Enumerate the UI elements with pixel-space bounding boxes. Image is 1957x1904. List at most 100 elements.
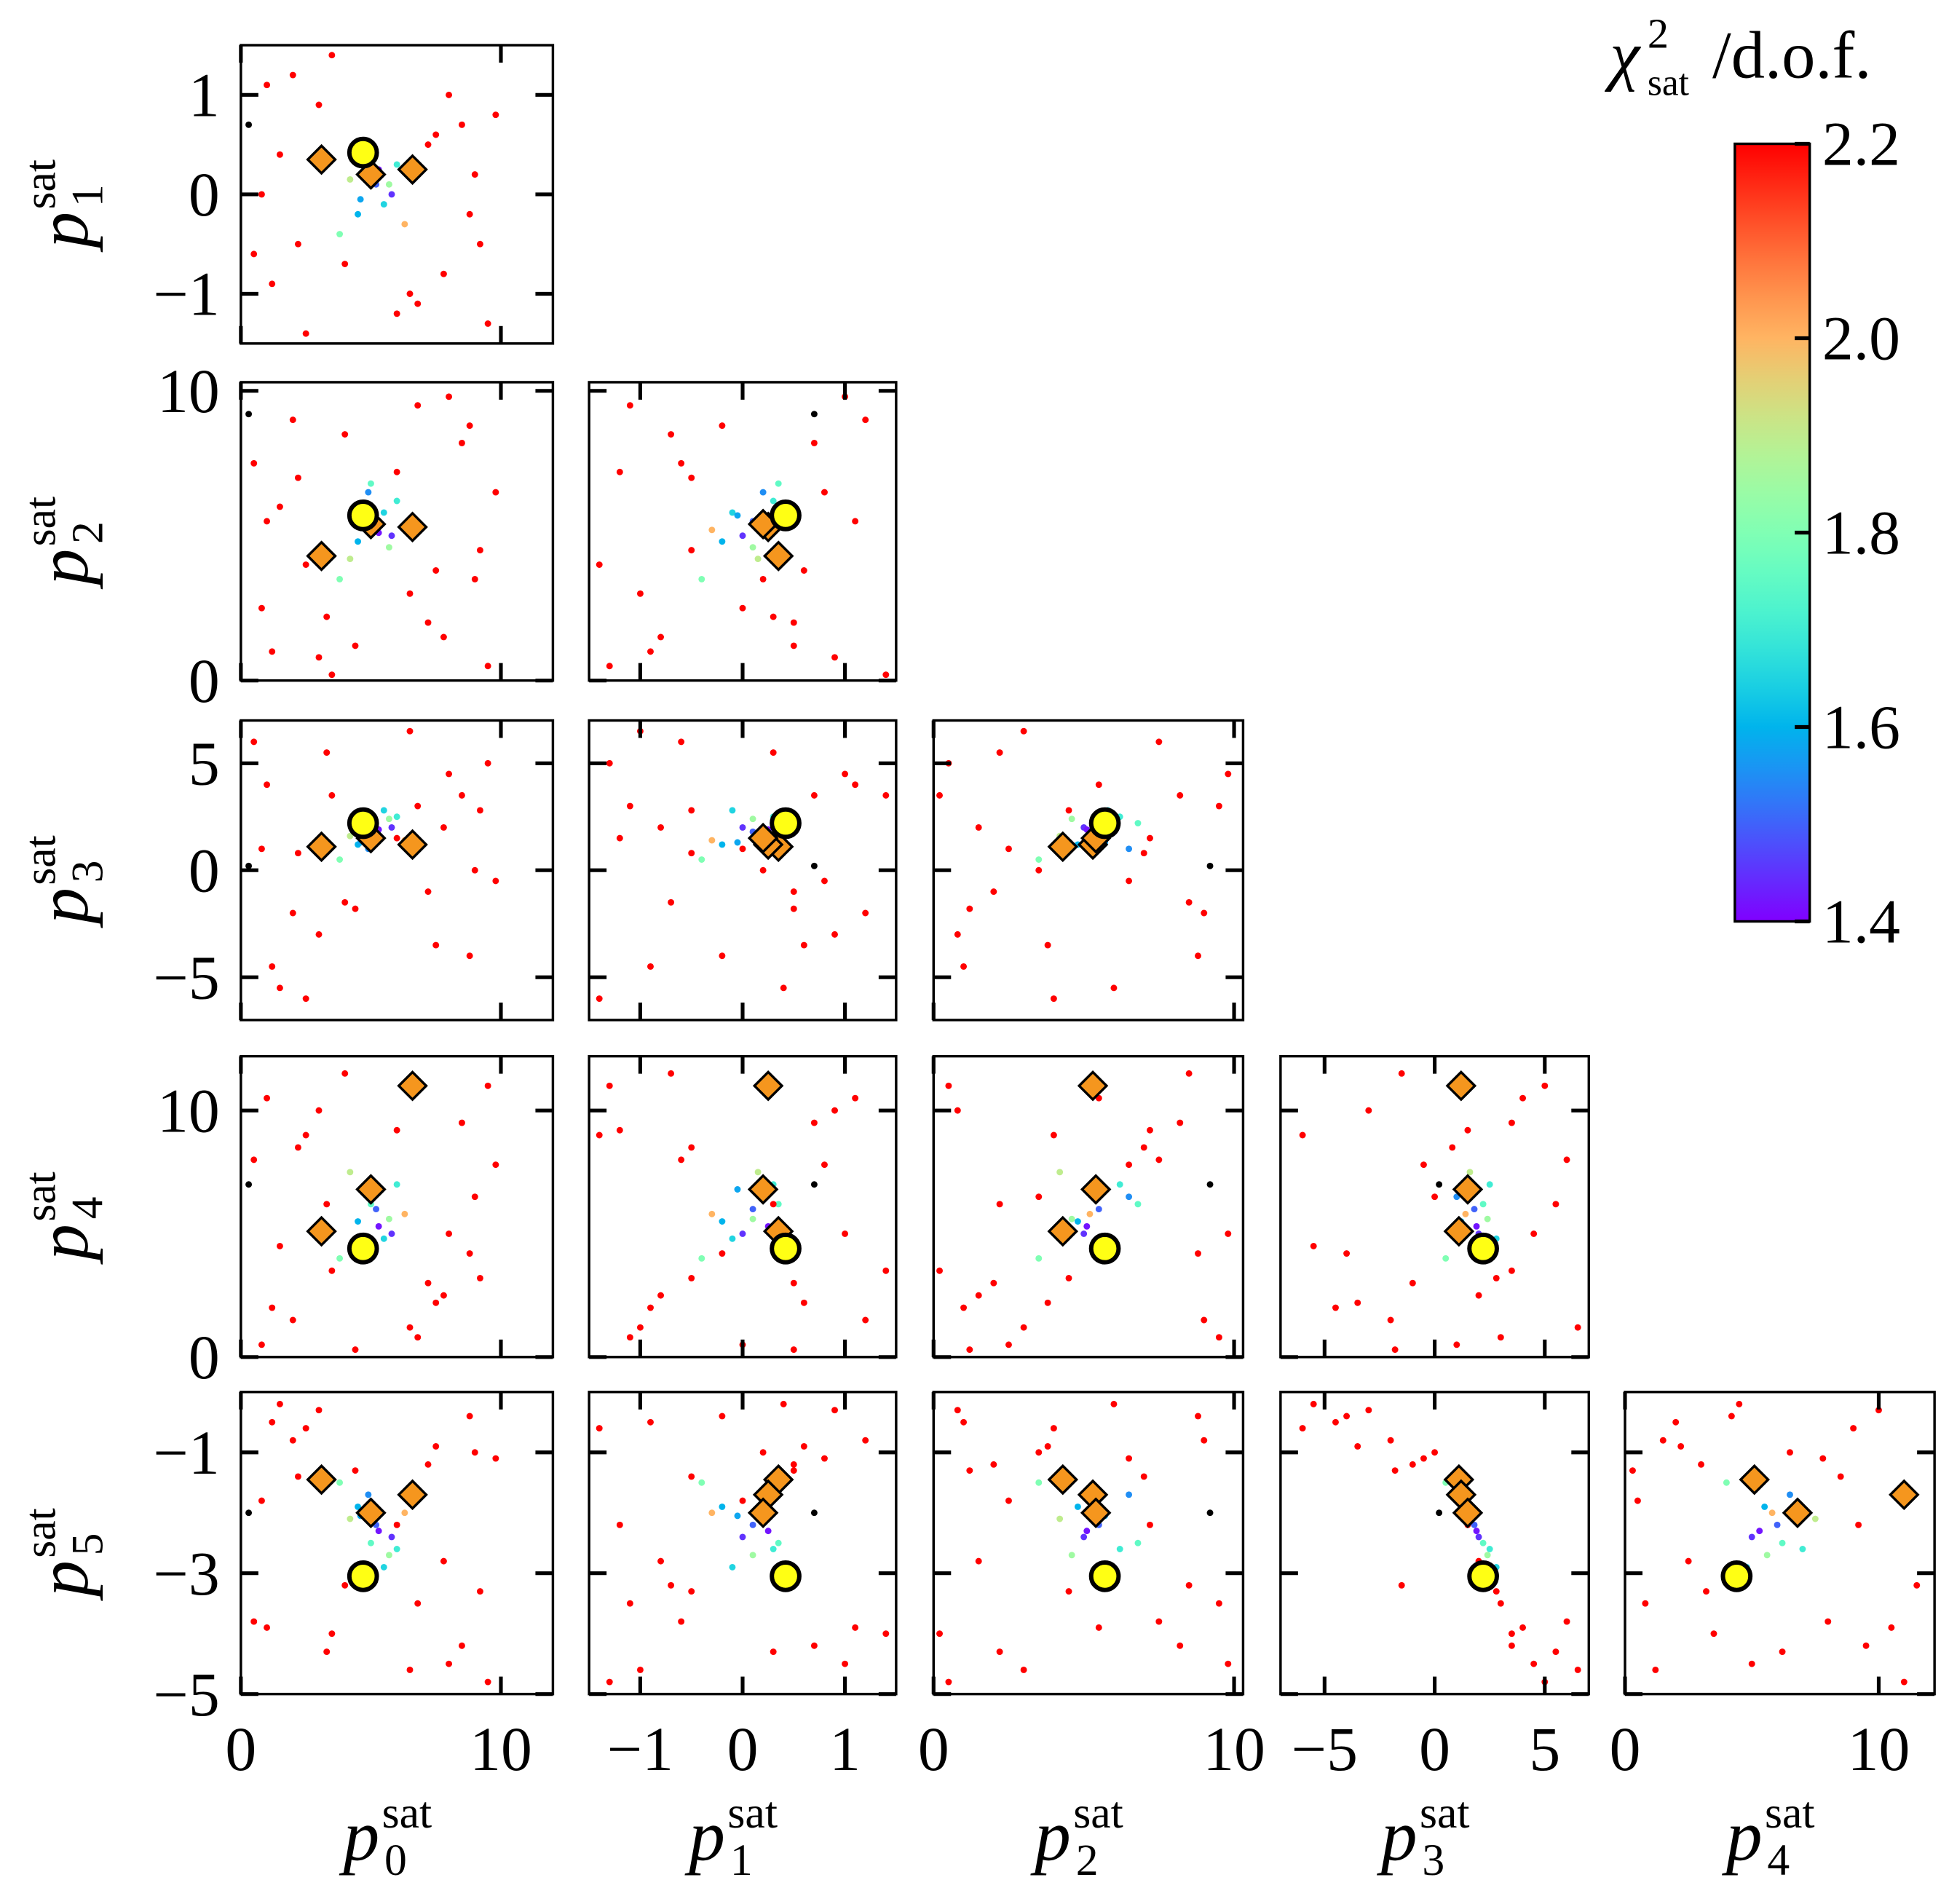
sample-point [770, 1546, 777, 1552]
panel [596, 1400, 890, 1686]
sample-point [708, 1210, 716, 1217]
alternative-fit [397, 1479, 428, 1511]
sample-point [1215, 802, 1222, 810]
sample-point [1206, 1509, 1214, 1517]
sample-point [616, 834, 623, 842]
sample-point [393, 834, 400, 842]
sample-point [424, 888, 432, 896]
axis-subscript: 4 [1767, 1836, 1790, 1885]
panel-frame [240, 44, 555, 345]
best-fit [1088, 807, 1121, 840]
sample-point [1420, 1455, 1427, 1462]
sample-point [315, 101, 323, 108]
sample-point [1134, 1201, 1142, 1208]
sample-point [882, 1630, 890, 1638]
axis-subscript: 2 [1076, 1836, 1099, 1885]
sample-point [315, 1107, 323, 1114]
sample-point [657, 1292, 665, 1299]
sample-point [393, 468, 400, 475]
alternative-fit [1739, 1463, 1771, 1496]
sample-point [388, 191, 395, 198]
sample-point [842, 1231, 849, 1237]
sample-point [739, 1497, 746, 1504]
sample-point [739, 532, 746, 540]
sample-point [328, 1267, 336, 1274]
sample-point [975, 1557, 982, 1565]
sample-point [1493, 1274, 1500, 1281]
sample-point [245, 121, 253, 128]
axis-symbol: p [23, 888, 103, 928]
sample-point [719, 1218, 726, 1225]
sample-point [1050, 1131, 1057, 1139]
sample-point [414, 402, 422, 409]
panel-frame [240, 1391, 555, 1696]
sample-point [647, 963, 654, 970]
axis-superscript: sat [1420, 1788, 1470, 1838]
sample-point [1147, 834, 1153, 842]
sample-point [636, 590, 644, 597]
sample-point [393, 1546, 400, 1552]
sample-point [739, 845, 746, 853]
sample-point [1634, 1497, 1641, 1504]
sample-point [245, 411, 253, 418]
best-fit [347, 1232, 379, 1265]
sample-point [458, 1119, 465, 1126]
sample-point [719, 841, 726, 848]
sample-point [1185, 1581, 1193, 1589]
axis-symbol: p [1030, 1796, 1071, 1876]
sample-point [388, 823, 395, 831]
sample-point [341, 261, 349, 267]
sample-point [719, 538, 726, 545]
sample-point [770, 1648, 777, 1656]
alternative-fit [306, 143, 337, 175]
sample-point [323, 613, 331, 620]
sample-point [347, 832, 354, 840]
sample-point [1020, 1324, 1027, 1331]
panel-frame [240, 1054, 555, 1359]
sample-point [1126, 845, 1133, 853]
x-tick-label: 5 [1529, 1715, 1560, 1784]
sample-point [302, 561, 309, 568]
alternative-fit [1452, 1497, 1484, 1529]
sample-point [996, 1648, 1003, 1656]
sample-point [1574, 1324, 1581, 1331]
sample-point [1508, 1119, 1515, 1126]
colorbar-superscript: 2 [1648, 10, 1669, 58]
sample-point [1563, 1618, 1570, 1625]
sample-point [729, 1563, 736, 1571]
best-fit [347, 1560, 379, 1592]
sample-point [258, 191, 265, 198]
alternative-fit [747, 1174, 779, 1205]
sample-point [668, 1070, 675, 1077]
sample-point [414, 802, 422, 810]
sample-point [1365, 1107, 1372, 1114]
sample-point [688, 1588, 695, 1595]
sample-point [323, 749, 331, 757]
alternative-fit [752, 1070, 784, 1102]
sample-point [749, 1521, 756, 1528]
panel [596, 393, 890, 679]
sample-point [294, 1473, 301, 1480]
sample-point [336, 1479, 344, 1486]
sample-point [1508, 1630, 1515, 1638]
sample-point [458, 791, 465, 799]
sample-point [1391, 1346, 1399, 1354]
sample-point [269, 963, 276, 970]
panel [245, 52, 499, 337]
sample-point [1473, 1222, 1480, 1230]
sample-point [341, 1581, 349, 1589]
sample-point [780, 984, 787, 992]
sample-point [1398, 1581, 1405, 1589]
sample-point [606, 1082, 613, 1089]
best-fit [770, 1560, 802, 1592]
sample-point [1710, 1630, 1717, 1638]
sample-point [466, 1413, 473, 1420]
sample-point [1497, 1600, 1504, 1607]
sample-point [1201, 909, 1208, 917]
sample-point [1044, 941, 1051, 949]
sample-point [764, 1528, 772, 1535]
axis-symbol: p [23, 549, 103, 590]
sample-point [749, 1552, 756, 1559]
sample-point [484, 1082, 491, 1089]
